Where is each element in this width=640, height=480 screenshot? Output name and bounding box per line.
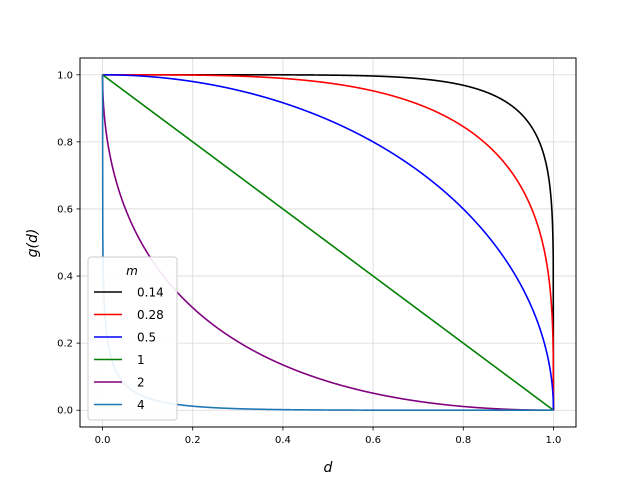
series-line-2: [101, 74, 555, 412]
legend-box: [87, 256, 178, 421]
axis-ticks: 0.0 0.2 0.4 0.6 0.8 1.0 0.0 0.2 0.4 0.6 0.8 1.0: [57, 70, 561, 446]
legend-title: m: [126, 264, 138, 278]
x-tick-label: 1.0: [546, 435, 562, 446]
legend-label: 0.5: [137, 331, 156, 345]
x-axis-label: d: [324, 460, 333, 476]
y-axis-label: g(d): [25, 229, 41, 258]
legend-label: 0.28: [137, 308, 164, 322]
series-line-0.28: [101, 73, 555, 411]
series-line-4: [101, 74, 555, 412]
x-tick-label: 0.6: [365, 435, 381, 446]
y-tick-label: 0.6: [57, 204, 73, 215]
legend-label: 1: [137, 353, 145, 367]
series-lines: [101, 73, 555, 412]
y-tick-label: 0.2: [57, 339, 73, 350]
y-tick-label: 0.8: [57, 137, 73, 148]
x-tick-label: 0.8: [455, 435, 471, 446]
series-line-1: [101, 74, 555, 411]
legend-label: 0.14: [137, 286, 164, 300]
x-tick-label: 0.0: [95, 435, 111, 446]
x-tick-label: 0.4: [275, 435, 291, 446]
x-tick-label: 0.2: [185, 435, 201, 446]
legend-label: 4: [137, 398, 145, 412]
series-line-0.5: [101, 73, 555, 411]
y-tick-label: 1.0: [57, 70, 73, 81]
y-tick-label: 0.4: [57, 272, 73, 283]
legend-label: 2: [137, 376, 145, 390]
plot-frame: [79, 57, 577, 428]
legend: m 0.14 0.28 0.5 1 2 4: [87, 256, 178, 421]
y-tick-label: 0.0: [57, 406, 73, 417]
